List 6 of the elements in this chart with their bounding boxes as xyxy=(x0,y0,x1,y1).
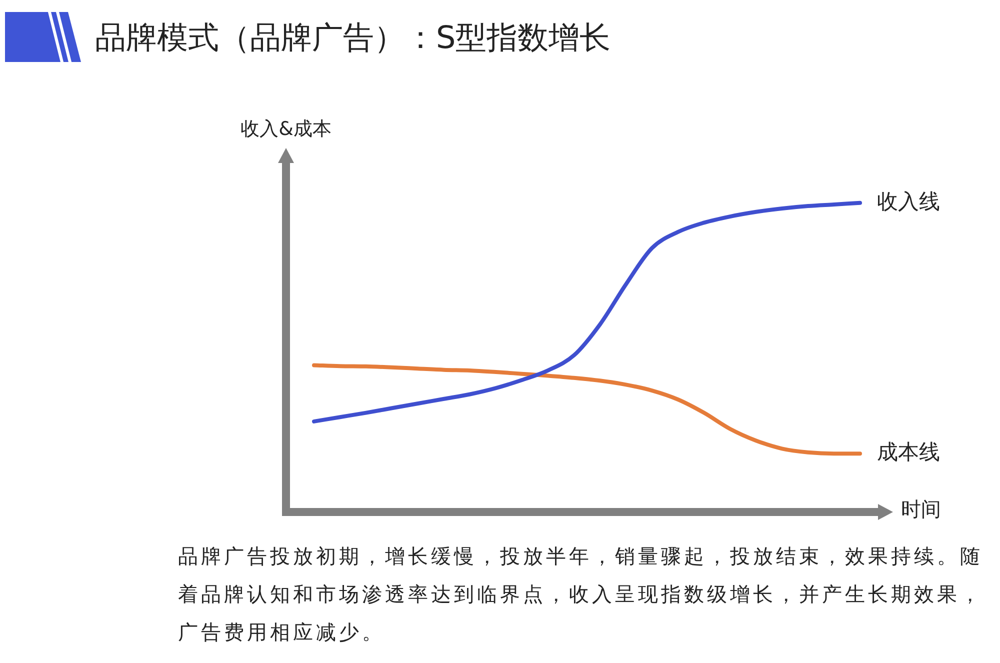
series-label: 收入线 xyxy=(877,189,940,214)
series-label: 成本线 xyxy=(877,440,940,464)
text: 品牌广告投放初期，增长缓慢，投放半年，销量骤起，投放结束，效果持续。随着品牌认知和市场渗透率达到临界点，收入呈现指数级增长，并产生长期效果，广告费用相应减少。 xyxy=(178,543,984,646)
y-axis-title: 收入&成本 xyxy=(240,118,332,140)
chart-title: 品牌模式（品牌广告）：S型指数增长 xyxy=(95,19,611,58)
x-axis-title: 时间 xyxy=(901,497,941,522)
